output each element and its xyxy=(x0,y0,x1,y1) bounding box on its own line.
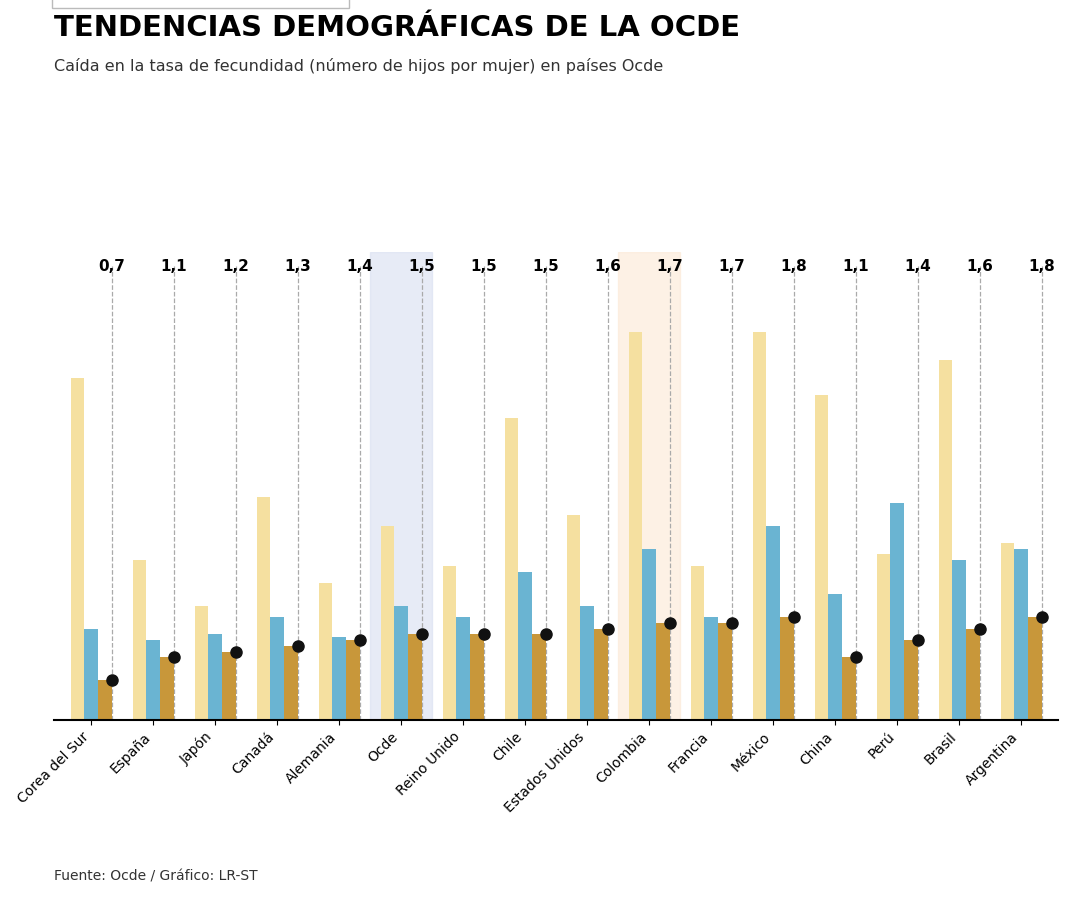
Bar xyxy=(319,583,333,720)
Text: 1,5: 1,5 xyxy=(532,259,559,274)
Bar xyxy=(594,629,608,720)
Bar xyxy=(147,640,160,720)
Bar xyxy=(333,637,346,720)
Bar xyxy=(629,332,643,720)
Text: 1,1: 1,1 xyxy=(160,259,187,274)
Bar xyxy=(842,657,855,720)
Bar xyxy=(814,395,828,720)
Bar xyxy=(443,566,457,720)
Bar xyxy=(270,617,284,720)
Text: 1,6: 1,6 xyxy=(967,259,994,274)
Text: 1,7: 1,7 xyxy=(657,259,683,274)
Bar xyxy=(346,640,360,720)
Bar xyxy=(222,652,235,720)
Bar xyxy=(257,498,270,720)
Bar xyxy=(518,572,532,720)
Bar xyxy=(71,378,84,720)
Bar xyxy=(780,617,794,720)
Bar xyxy=(656,623,670,720)
Bar xyxy=(208,634,222,720)
Text: 0,7: 0,7 xyxy=(98,259,125,274)
Bar xyxy=(939,360,953,720)
Bar xyxy=(370,252,432,720)
Bar xyxy=(1001,543,1014,720)
Legend: 1960, 1990, 2022: 1960, 1990, 2022 xyxy=(52,0,349,8)
Bar xyxy=(194,606,208,720)
Bar xyxy=(133,560,147,720)
Text: 1,8: 1,8 xyxy=(780,259,807,274)
Bar xyxy=(160,657,174,720)
Text: Caída en la tasa de fecundidad (número de hijos por mujer) en países Ocde: Caída en la tasa de fecundidad (número d… xyxy=(54,58,663,75)
Bar xyxy=(532,634,545,720)
Bar xyxy=(904,640,918,720)
Bar xyxy=(470,634,484,720)
Text: Fuente: Ocde / Gráfico: LR-ST: Fuente: Ocde / Gráfico: LR-ST xyxy=(54,869,258,884)
Text: 1,5: 1,5 xyxy=(408,259,435,274)
Bar xyxy=(1028,617,1042,720)
Bar xyxy=(877,554,890,720)
Bar xyxy=(953,560,966,720)
Text: 1,7: 1,7 xyxy=(718,259,745,274)
Text: 1,6: 1,6 xyxy=(594,259,621,274)
Bar xyxy=(966,629,980,720)
Bar xyxy=(767,526,780,720)
Bar xyxy=(98,680,111,720)
Text: 1,1: 1,1 xyxy=(842,259,869,274)
Bar xyxy=(394,606,408,720)
Bar xyxy=(828,594,842,720)
Bar xyxy=(1014,549,1028,720)
Bar xyxy=(408,634,421,720)
Bar xyxy=(691,566,704,720)
Text: 1,4: 1,4 xyxy=(347,259,373,274)
Text: LR: LR xyxy=(986,852,1017,872)
Bar xyxy=(643,549,656,720)
Text: 1,2: 1,2 xyxy=(222,259,249,274)
Text: TENDENCIAS DEMOGRÁFICAS DE LA OCDE: TENDENCIAS DEMOGRÁFICAS DE LA OCDE xyxy=(54,14,740,41)
Bar xyxy=(84,629,98,720)
Bar xyxy=(753,332,767,720)
Text: 1,4: 1,4 xyxy=(904,259,931,274)
Text: 1,8: 1,8 xyxy=(1028,259,1055,274)
Bar xyxy=(284,646,298,720)
Text: 1,5: 1,5 xyxy=(470,259,497,274)
Bar xyxy=(580,606,594,720)
Bar xyxy=(618,252,680,720)
Bar xyxy=(890,503,904,720)
Bar xyxy=(718,623,731,720)
Bar xyxy=(704,617,718,720)
Bar xyxy=(567,515,580,720)
Bar xyxy=(504,418,518,720)
Bar xyxy=(381,526,394,720)
Bar xyxy=(457,617,470,720)
Text: 1,3: 1,3 xyxy=(284,259,311,274)
